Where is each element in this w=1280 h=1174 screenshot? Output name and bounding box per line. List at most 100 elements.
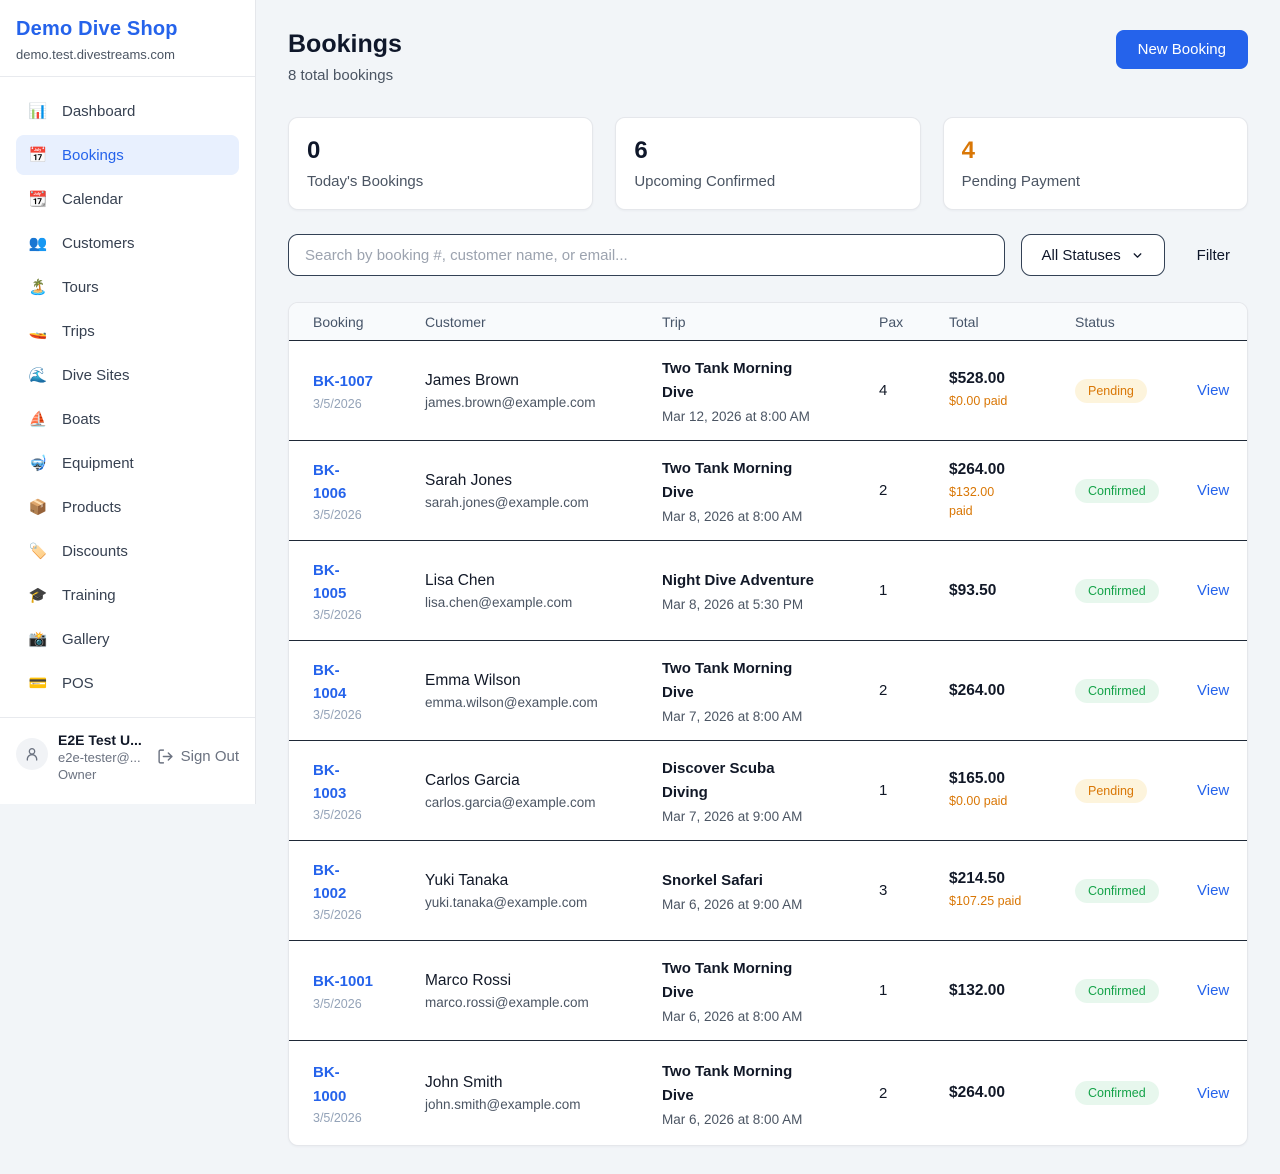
bookings-table: Booking Customer Trip Pax Total Status B… — [288, 302, 1248, 1146]
user-info: E2E Test U... e2e-tester@... Owner — [58, 732, 147, 782]
status-badge: Confirmed — [1075, 478, 1159, 503]
col-header-customer: Customer — [425, 313, 486, 330]
view-link[interactable]: View — [1197, 782, 1230, 799]
sidebar-item-label: Bookings — [62, 146, 124, 164]
sidebar-item-label: Boats — [62, 410, 101, 428]
table-row: BK- 1006 3/5/2026 Sarah Jones sarah.jones@… — [289, 441, 1247, 541]
booking-date: 3/5/2026 — [313, 396, 362, 411]
new-booking-button[interactable]: New Booking — [1115, 30, 1248, 69]
tours-island-icon: 🏝️ — [28, 279, 48, 296]
user-avatar-icon — [26, 748, 38, 761]
page-subtitle: 8 total bookings — [288, 67, 394, 84]
sidebar-item-training[interactable]: 🎓 Training — [16, 575, 239, 615]
booking-id-link[interactable]: BK-1007 — [313, 373, 374, 391]
view-link[interactable]: View — [1197, 582, 1230, 599]
sidebar-item-label: Equipment — [62, 454, 134, 472]
booking-date: 3/5/2026 — [313, 996, 362, 1011]
paid-amount: $132.00 paid — [949, 484, 995, 518]
sailboat-icon: ⛵ — [28, 411, 48, 428]
booking-id-link[interactable]: BK-1001 — [313, 973, 374, 991]
trip-date: Mar 8, 2026 at 8:00 AM — [662, 509, 803, 524]
sidebar-item-label: Trips — [62, 322, 95, 340]
customer-email: carlos.garcia@example.com — [425, 794, 596, 810]
page-title: Bookings — [288, 30, 402, 58]
booking-id-link[interactable]: BK- 1002 — [313, 861, 347, 902]
pax-count: 1 — [879, 982, 888, 999]
sidebar-nav: 📊 Dashboard 📅 Bookings 📆 Calendar 👥 Customer… — [0, 77, 255, 717]
table-row: BK- 1005 3/5/2026 Lisa Chen lisa.chen@exam… — [289, 541, 1247, 641]
status-badge: Confirmed — [1075, 578, 1159, 603]
sidebar-item-label: Customers — [62, 234, 135, 252]
total-amount: $93.50 — [949, 581, 997, 599]
sign-out-label: Sign Out — [180, 748, 239, 765]
sidebar-item-label: Tours — [62, 278, 99, 296]
stats-row: 0 Today's Bookings 6 Upcoming Confirmed … — [288, 117, 1248, 210]
trip-date: Mar 6, 2026 at 9:00 AM — [662, 897, 803, 912]
status-badge: Confirmed — [1075, 978, 1159, 1003]
trip-name: Discover Scuba Diving — [662, 760, 775, 801]
stat-label: Today's Bookings — [307, 173, 424, 190]
sidebar-item-label: Gallery — [62, 630, 110, 648]
booking-date: 3/5/2026 — [313, 708, 362, 723]
sidebar-item-customers[interactable]: 👥 Customers — [16, 223, 239, 263]
view-link[interactable]: View — [1197, 382, 1230, 399]
table-row: BK-1007 3/5/2026 James Brown james.brown@e… — [289, 341, 1247, 441]
sidebar-item-boats[interactable]: ⛵ Boats — [16, 399, 239, 439]
status-badge: Pending — [1075, 778, 1147, 803]
sidebar-item-tours[interactable]: 🏝️ Tours — [16, 267, 239, 307]
sidebar-item-discounts[interactable]: 🏷️ Discounts — [16, 531, 239, 571]
sidebar-item-gallery[interactable]: 📸 Gallery — [16, 619, 239, 659]
dive-mask-icon: 🤿 — [28, 455, 48, 472]
filter-button[interactable]: Filter — [1196, 246, 1230, 264]
paid-amount: $0.00 paid — [949, 394, 1008, 409]
sidebar-item-trips[interactable]: 🚤 Trips — [16, 311, 239, 351]
sidebar-item-dive-sites[interactable]: 🌊 Dive Sites — [16, 355, 239, 395]
booking-date: 3/5/2026 — [313, 508, 362, 523]
booking-id-link[interactable]: BK- 1003 — [313, 761, 347, 802]
customer-name: Carlos Garcia — [425, 771, 520, 789]
sidebar-item-pos[interactable]: 💳 POS — [16, 663, 239, 703]
view-link[interactable]: View — [1197, 682, 1230, 699]
view-link[interactable]: View — [1197, 982, 1230, 999]
sidebar-item-equipment[interactable]: 🤿 Equipment — [16, 443, 239, 483]
sidebar-item-label: POS — [62, 674, 94, 692]
table-row: BK- 1002 3/5/2026 Yuki Tanaka yuki.tanaka@… — [289, 841, 1247, 941]
bookings-calendar-icon: 📅 — [28, 147, 48, 164]
total-amount: $165.00 — [949, 770, 1006, 788]
total-amount: $214.50 — [949, 870, 1006, 888]
pax-count: 4 — [879, 382, 888, 399]
trip-name: Two Tank Morning Dive — [662, 460, 793, 501]
controls-row: All Statuses Filter — [288, 234, 1248, 276]
sidebar: Demo Dive Shop demo.test.divestreams.com… — [0, 0, 256, 804]
pax-count: 1 — [879, 582, 888, 599]
view-link[interactable]: View — [1197, 882, 1230, 899]
status-select[interactable]: All Statuses — [1020, 234, 1165, 276]
booking-id-link[interactable]: BK- 1005 — [313, 561, 347, 602]
shop-header: Demo Dive Shop demo.test.divestreams.com — [0, 0, 255, 77]
customer-email: lisa.chen@example.com — [425, 594, 573, 610]
trip-name: Two Tank Morning Dive — [662, 960, 793, 1001]
trip-date: Mar 8, 2026 at 5:30 PM — [662, 597, 804, 612]
total-amount: $132.00 — [949, 981, 1006, 999]
table-row: BK- 1004 3/5/2026 Emma Wilson emma.wilson@… — [289, 641, 1247, 741]
stat-card-pending-payment: 4 Pending Payment — [942, 117, 1248, 210]
trip-name: Two Tank Morning Dive — [662, 360, 793, 401]
stat-label: Upcoming Confirmed — [634, 173, 776, 190]
sign-out-button[interactable]: Sign Out — [157, 748, 239, 765]
booking-id-link[interactable]: BK- 1000 — [313, 1064, 347, 1105]
booking-id-link[interactable]: BK- 1004 — [313, 661, 347, 702]
sidebar-item-products[interactable]: 📦 Products — [16, 487, 239, 527]
sidebar-item-calendar[interactable]: 📆 Calendar — [16, 179, 239, 219]
view-link[interactable]: View — [1197, 1084, 1230, 1102]
sidebar-item-bookings[interactable]: 📅 Bookings — [16, 135, 239, 175]
search-input[interactable] — [288, 234, 1005, 276]
total-amount: $264.00 — [949, 1084, 1006, 1101]
stat-value: 0 — [307, 137, 321, 164]
booking-id-link[interactable]: BK- 1006 — [313, 461, 347, 502]
main-content: Bookings 8 total bookings New Booking 0 … — [256, 0, 1280, 1174]
trip-name: Two Tank Morning Dive — [662, 660, 793, 701]
view-link[interactable]: View — [1197, 482, 1230, 499]
stat-card-todays-bookings: 0 Today's Bookings — [288, 117, 594, 210]
customers-icon: 👥 — [28, 235, 48, 252]
sidebar-item-dashboard[interactable]: 📊 Dashboard — [16, 91, 239, 131]
